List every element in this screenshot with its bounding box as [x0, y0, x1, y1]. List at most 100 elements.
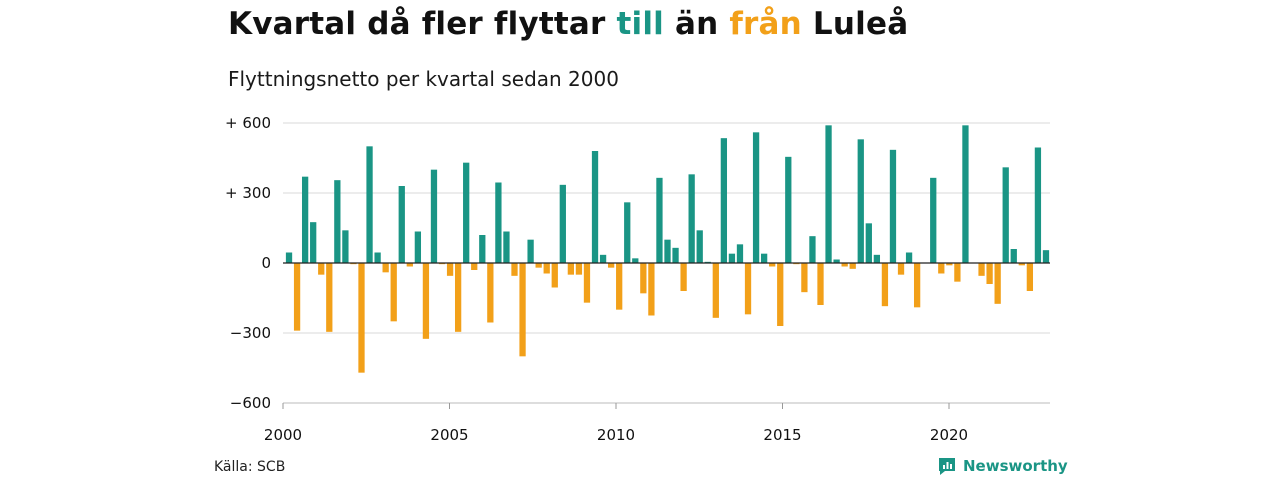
bar-positive — [366, 146, 373, 263]
bar-positive — [624, 202, 631, 263]
bar-negative — [382, 263, 389, 273]
bar-negative — [293, 263, 301, 331]
bar-negative — [680, 263, 687, 291]
bar-negative — [712, 263, 719, 318]
bar-negative — [648, 263, 655, 316]
bar-negative — [422, 263, 430, 339]
chart-subtitle: Flyttningsnetto per kvartal sedan 2000 — [228, 67, 619, 91]
bar-negative — [446, 263, 454, 276]
newsworthy-logo-icon — [939, 458, 955, 475]
bar-positive — [962, 125, 969, 263]
bar-negative — [616, 263, 623, 310]
bar-positive — [495, 182, 502, 263]
bar-positive — [825, 125, 832, 263]
x-tick-label: 2005 — [430, 426, 468, 444]
bar-positive — [591, 151, 599, 263]
bar-negative — [607, 263, 615, 268]
y-tick-label: −300 — [230, 324, 271, 342]
bar-negative — [994, 263, 1001, 304]
bar-positive — [688, 174, 695, 263]
bar-positive — [414, 231, 422, 263]
bar-negative — [1026, 263, 1034, 291]
bar-positive — [930, 177, 937, 263]
bar-negative — [519, 263, 526, 357]
bar-positive — [857, 139, 864, 263]
bar-positive — [785, 156, 792, 263]
bar-negative — [318, 263, 325, 275]
title-till: till — [616, 6, 664, 42]
bar-positive — [736, 244, 744, 263]
bar-negative — [390, 263, 397, 322]
source-label: Källa: SCB — [214, 459, 286, 475]
bar-negative — [938, 263, 945, 274]
bar-positive — [430, 169, 438, 263]
bar-positive — [809, 236, 816, 263]
bar-positive — [334, 180, 341, 263]
bar-positive — [696, 230, 703, 263]
bar-positive — [672, 247, 679, 263]
y-tick-label: 0 — [261, 254, 271, 272]
bar-negative — [978, 263, 985, 276]
bar-negative — [406, 263, 413, 267]
bar-positive — [889, 149, 897, 263]
x-tick-label: 2000 — [264, 426, 302, 444]
bar-positive — [833, 259, 840, 263]
bar-positive — [285, 252, 293, 263]
bar-positive — [1042, 250, 1050, 263]
bar-negative — [487, 263, 494, 323]
bar-positive — [463, 162, 470, 263]
x-tick-label: 2015 — [763, 426, 801, 444]
bar-positive — [728, 253, 736, 263]
x-tick-label: 2020 — [930, 426, 968, 444]
title-fran: från — [729, 6, 802, 42]
bar-positive — [301, 176, 309, 263]
bar-positive — [398, 186, 405, 263]
bar-negative — [946, 263, 953, 266]
bar-negative — [849, 263, 856, 269]
bar-negative — [817, 263, 824, 305]
bar-negative — [841, 263, 848, 267]
x-tick-label: 2010 — [597, 426, 635, 444]
bar-negative — [583, 263, 591, 303]
bars — [285, 125, 1050, 373]
title-part-2: än — [663, 6, 730, 42]
bar-positive — [720, 138, 728, 263]
bar-negative — [954, 263, 961, 282]
bar-positive — [479, 235, 486, 263]
bar-negative — [986, 263, 993, 284]
bar-positive — [1010, 249, 1017, 263]
bar-positive — [559, 184, 566, 263]
chart-title: Kvartal då fler flyttar till än från Lul… — [228, 6, 908, 42]
title-part-1: Kvartal då fler flyttar — [228, 6, 617, 42]
bar-negative — [1018, 263, 1025, 266]
bar-negative — [551, 263, 558, 288]
title-part-3: Luleå — [801, 6, 909, 42]
bar-positive — [632, 258, 639, 263]
bar-negative — [575, 263, 583, 275]
bar-negative — [535, 263, 542, 268]
bar-positive — [752, 132, 760, 263]
bar-negative — [897, 263, 905, 275]
bar-positive — [503, 231, 510, 263]
bar-negative — [801, 263, 808, 293]
y-tick-label: + 300 — [225, 184, 271, 202]
bar-positive — [656, 177, 663, 263]
bar-negative — [640, 263, 647, 294]
bar-negative — [913, 263, 921, 308]
bar-positive — [760, 253, 768, 263]
bar-positive — [527, 239, 534, 263]
bar-positive — [374, 252, 381, 263]
bar-positive — [1034, 147, 1042, 263]
bar-positive — [664, 239, 671, 263]
bar-negative — [543, 263, 550, 274]
bar-negative — [358, 263, 365, 373]
axes: + 600 + 300 0 −300 −600 2000 2005 2010 2015 2020 — [225, 114, 1050, 444]
y-tick-label: −600 — [230, 394, 271, 412]
bar-positive — [905, 252, 913, 263]
y-tick-label: + 600 — [225, 114, 271, 132]
newsworthy-brand: Newsworthy — [963, 457, 1068, 475]
bar-positive — [342, 230, 349, 263]
bar-negative — [769, 263, 776, 267]
bar-negative — [471, 263, 478, 270]
